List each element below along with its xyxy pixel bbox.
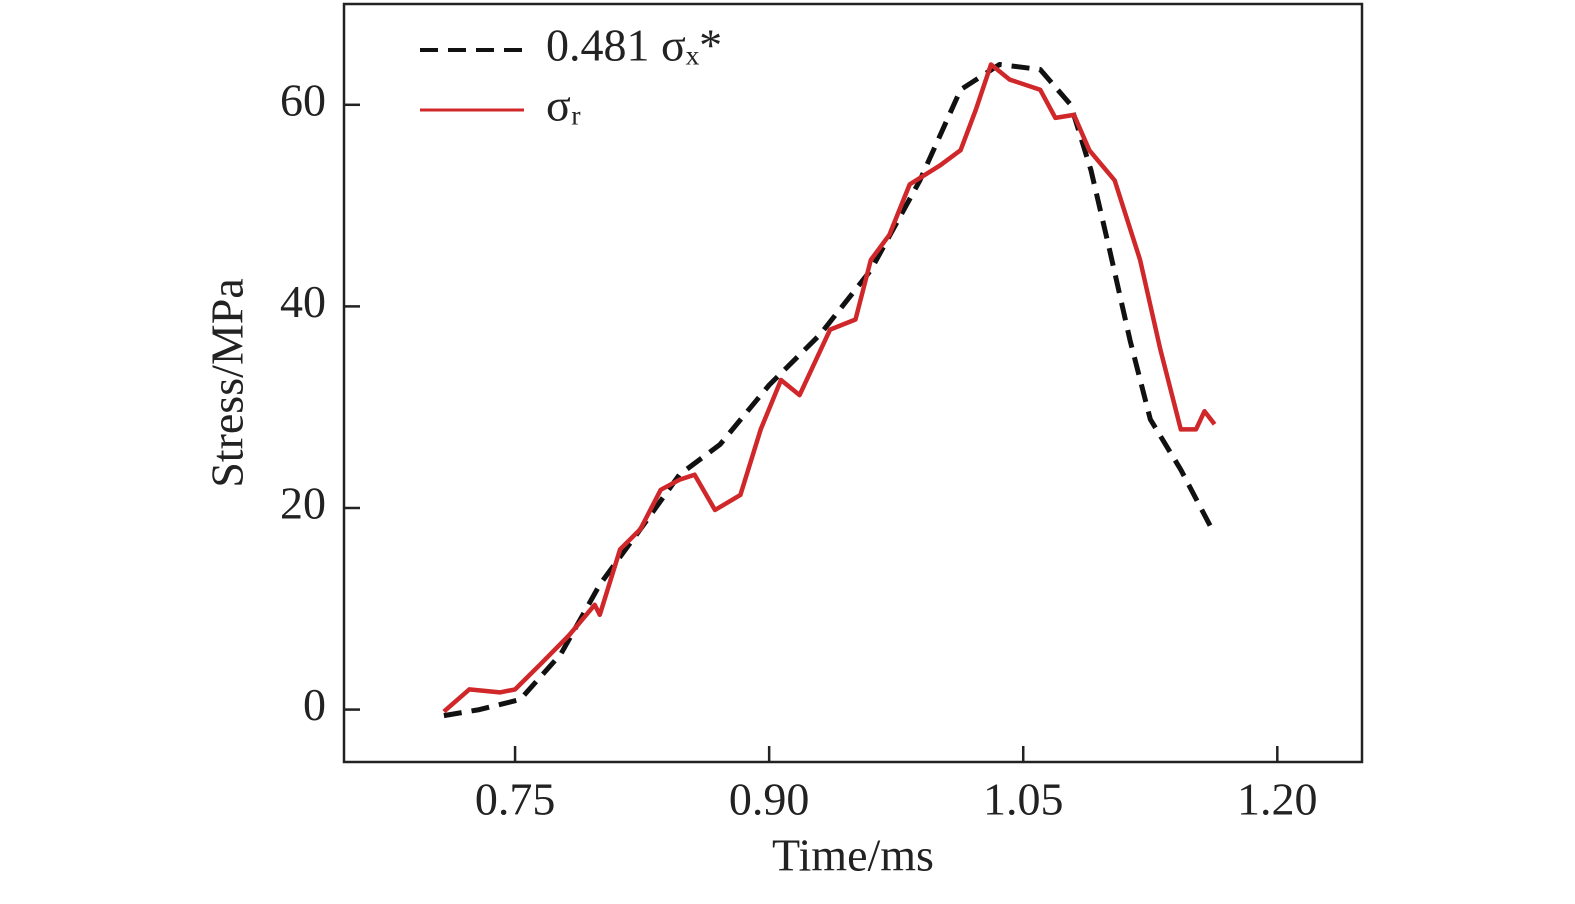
x-axis-label: Time/ms	[772, 830, 934, 881]
legend-label: σᵣ	[546, 80, 581, 131]
legend-label: 0.481 σₓ*	[546, 20, 722, 71]
y-tick-label: 60	[280, 74, 326, 125]
y-tick-label: 20	[280, 478, 326, 529]
y-axis-label: Stress/MPa	[202, 278, 253, 488]
line-series	[442, 62, 1217, 714]
y-tick-label: 0	[303, 679, 326, 730]
x-tick-label: 1.20	[1237, 774, 1318, 825]
y-tick-label: 40	[280, 276, 326, 327]
x-tick-label: 1.05	[983, 774, 1064, 825]
x-tick-label: 0.90	[729, 774, 810, 825]
x-tick-label: 0.75	[475, 774, 556, 825]
plot-frame	[342, 2, 1364, 764]
